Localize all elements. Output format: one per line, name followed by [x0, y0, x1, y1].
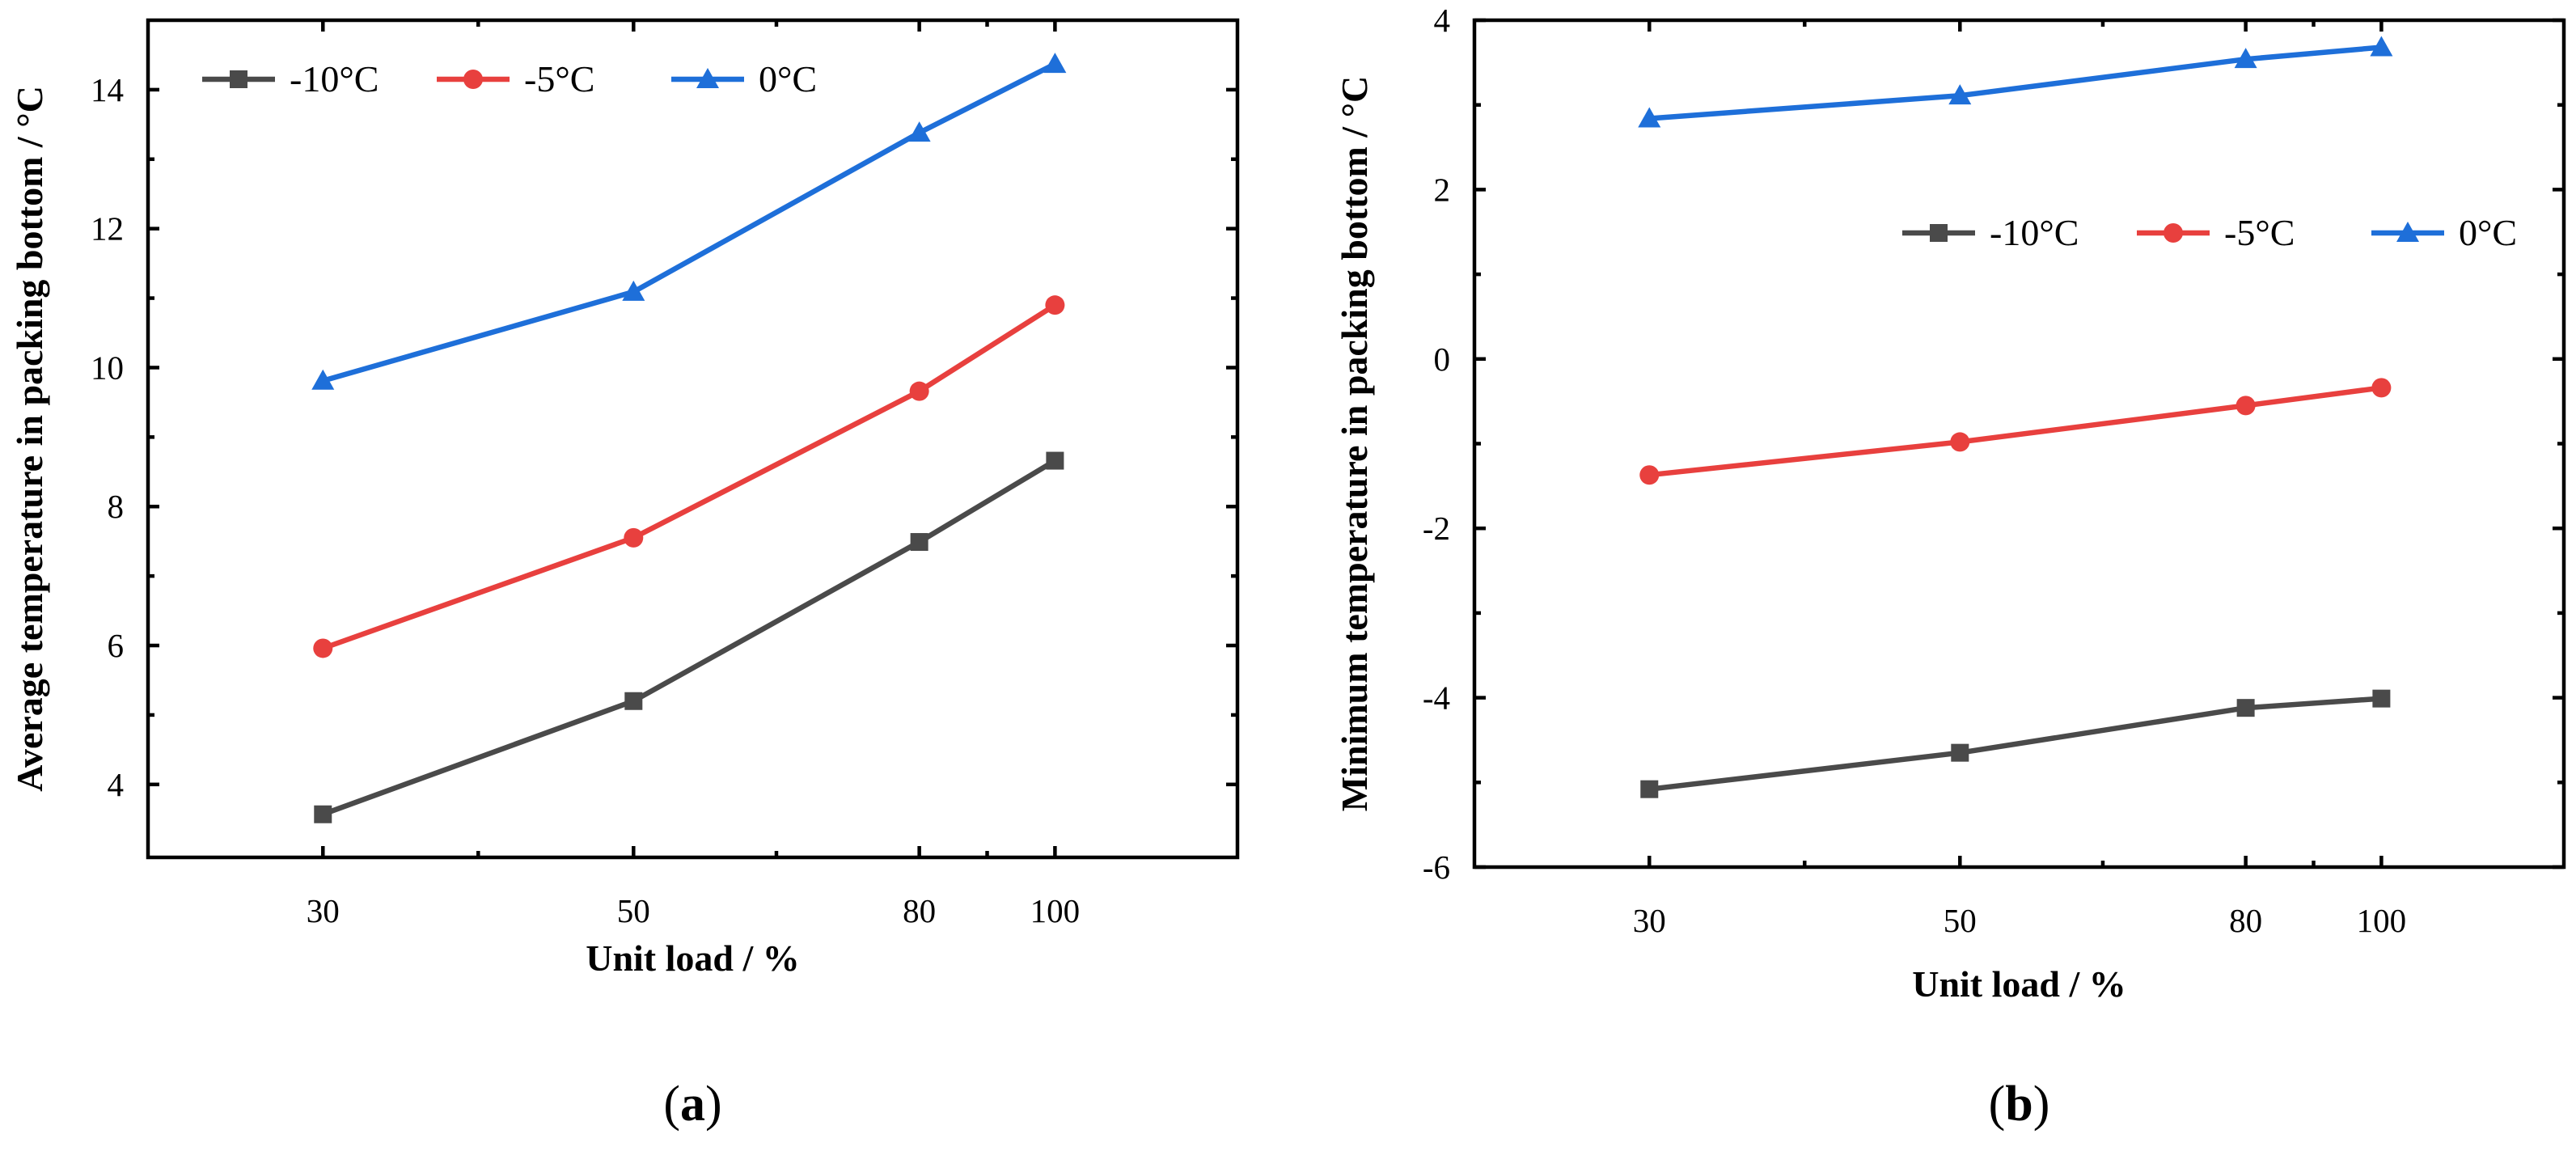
panel-label-letter: a — [680, 1077, 705, 1132]
series-1 — [313, 295, 1065, 658]
data-point — [311, 369, 335, 390]
data-point — [910, 533, 928, 552]
series-line — [1649, 44, 2382, 121]
data-point — [314, 805, 332, 823]
data-point — [1639, 465, 1660, 485]
panel-label: (a) — [663, 1077, 721, 1132]
data-point — [1950, 432, 1970, 452]
panel-label-open: ( — [663, 1077, 680, 1132]
y-tick-label: -2 — [1423, 510, 1450, 547]
series-line — [1648, 385, 2382, 478]
legend-label: -10°C — [1990, 212, 2079, 253]
y-tick-label: 6 — [108, 627, 125, 664]
legend-marker — [463, 70, 483, 89]
data-point — [1043, 53, 1067, 74]
data-point — [2236, 699, 2255, 717]
series-2 — [1638, 36, 2393, 128]
legend: -10°C -5°C 0°C — [202, 58, 817, 99]
panel-label: (b) — [1989, 1077, 2050, 1132]
legend-marker — [2396, 222, 2419, 242]
x-tick-label: 30 — [307, 892, 340, 929]
y-tick-label: -6 — [1423, 848, 1450, 886]
legend-marker — [2164, 223, 2183, 243]
y-axis-title: Average temperature in packing bottom / … — [9, 86, 50, 792]
panel-label-close: ) — [2033, 1077, 2050, 1132]
data-point — [2371, 378, 2392, 398]
data-point — [1948, 84, 1972, 105]
series-line — [1648, 696, 2382, 792]
data-point — [2234, 48, 2257, 69]
series-0 — [1640, 689, 2391, 798]
y-tick-label: 8 — [108, 488, 125, 525]
y-axis-title: Minimum temperature in packing bottom / … — [1334, 76, 1375, 811]
data-point — [907, 121, 931, 142]
chart-panel-a: 4 6 8 10 12 14 30 50 80 100 Unit load / % Average t… — [9, 18, 1240, 1132]
y-tick-label: 0 — [1434, 341, 1451, 378]
x-tick-label: 50 — [617, 892, 650, 929]
legend-label: 0°C — [2459, 212, 2517, 253]
legend-marker — [1930, 224, 1948, 242]
data-point — [1951, 743, 1969, 762]
y-tick-label: 10 — [91, 349, 124, 386]
legend-marker — [696, 68, 719, 88]
data-point — [624, 692, 643, 710]
legend: -10°C -5°C 0°C — [1902, 212, 2517, 253]
y-tick-label: 4 — [108, 766, 125, 803]
data-point — [313, 638, 333, 658]
x-tick-label: 30 — [1633, 902, 1666, 939]
data-point — [622, 280, 645, 301]
y-tick-label: 4 — [1434, 2, 1451, 39]
plot-frame — [146, 18, 1240, 860]
series-line — [322, 458, 1057, 817]
panel-label-close: ) — [705, 1077, 722, 1132]
y-tick-label: -4 — [1423, 679, 1450, 717]
data-point — [2235, 396, 2256, 416]
panel-label-open: ( — [1989, 1077, 2006, 1132]
data-point — [1045, 295, 1065, 315]
x-axis-title: Unit load / % — [1912, 963, 2126, 1005]
y-tick-label: 12 — [91, 210, 124, 248]
panel-label-letter: b — [2005, 1077, 2032, 1132]
series-2 — [311, 53, 1067, 390]
data-point — [624, 527, 644, 548]
x-tick-label: 80 — [903, 892, 936, 929]
plot-frame — [1472, 18, 2566, 870]
series-line — [322, 303, 1057, 651]
x-axis-title: Unit load / % — [586, 937, 800, 979]
data-point — [909, 381, 929, 401]
series-1 — [1639, 378, 2392, 485]
data-point — [2370, 36, 2393, 57]
chart-panel-b: -6 -4 -2 0 2 4 30 50 80 100 Unit load / % Minimum t… — [1334, 2, 2566, 1132]
x-tick-label: 100 — [2357, 902, 2407, 939]
y-tick-label: 14 — [91, 71, 124, 108]
series-0 — [314, 451, 1064, 823]
legend-label: 0°C — [759, 58, 817, 99]
data-point — [1046, 451, 1064, 470]
legend-label: -5°C — [524, 58, 594, 99]
data-point — [1638, 107, 1661, 128]
y-tick-label: 2 — [1434, 171, 1451, 208]
x-tick-label: 50 — [1944, 902, 1977, 939]
legend-label: -5°C — [2224, 212, 2295, 253]
data-point — [1640, 780, 1659, 798]
data-point — [2372, 689, 2391, 708]
x-tick-label: 80 — [2229, 902, 2262, 939]
x-tick-label: 100 — [1030, 892, 1081, 929]
legend-label: -10°C — [290, 58, 379, 99]
legend-marker — [230, 70, 247, 88]
series-line — [322, 61, 1056, 383]
